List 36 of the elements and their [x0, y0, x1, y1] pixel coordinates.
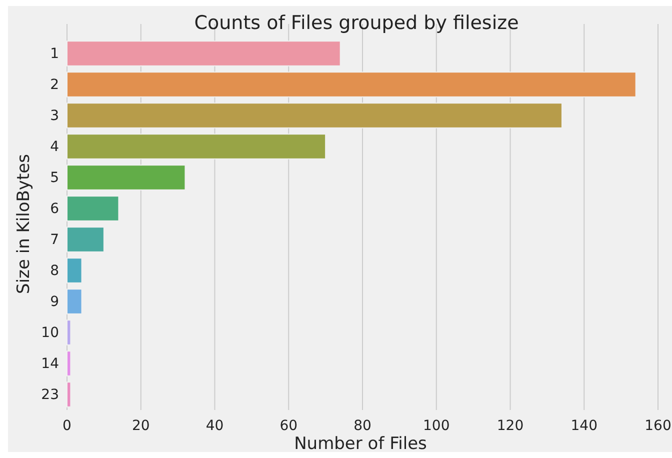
y-tick-label: 4 [50, 138, 60, 155]
x-tick-label: 80 [354, 418, 372, 434]
y-tick-label: 23 [41, 386, 59, 403]
y-tick-label: 8 [50, 262, 59, 279]
bar [66, 196, 120, 222]
x-tick-label: 40 [206, 418, 224, 434]
y-tick-label: 6 [50, 200, 60, 217]
x-tick-label: 160 [644, 418, 672, 434]
y-tick-label: 2 [50, 76, 59, 93]
y-tick-label: 14 [41, 356, 60, 372]
x-tick-label: 120 [496, 418, 524, 434]
bar [66, 350, 72, 376]
x-tick-label: 140 [570, 418, 598, 434]
y-tick-label: 3 [50, 108, 59, 124]
bar [66, 288, 82, 314]
x-tick-label: 100 [423, 418, 450, 434]
x-tick-label: 60 [280, 418, 298, 434]
bar [66, 40, 341, 66]
y-tick-label: 5 [50, 170, 59, 186]
y-tick-label: 7 [50, 232, 59, 248]
bar [66, 258, 82, 284]
y-tick-label: 1 [50, 46, 59, 62]
bar [66, 320, 72, 346]
bar [66, 102, 562, 128]
bar [66, 164, 186, 190]
chart-title: Counts of Files grouped by filesize [194, 12, 519, 34]
bar [66, 134, 326, 160]
x-axis-title: Number of Files [294, 434, 428, 454]
bar [66, 382, 72, 408]
x-tick-label: 20 [132, 418, 150, 434]
y-tick-label: 9 [50, 294, 59, 310]
bar [66, 72, 636, 98]
y-tick-label: 10 [41, 324, 59, 341]
x-tick-label: 0 [62, 418, 72, 434]
bar [66, 226, 104, 252]
y-axis-title: Size in KiloBytes [14, 154, 34, 294]
